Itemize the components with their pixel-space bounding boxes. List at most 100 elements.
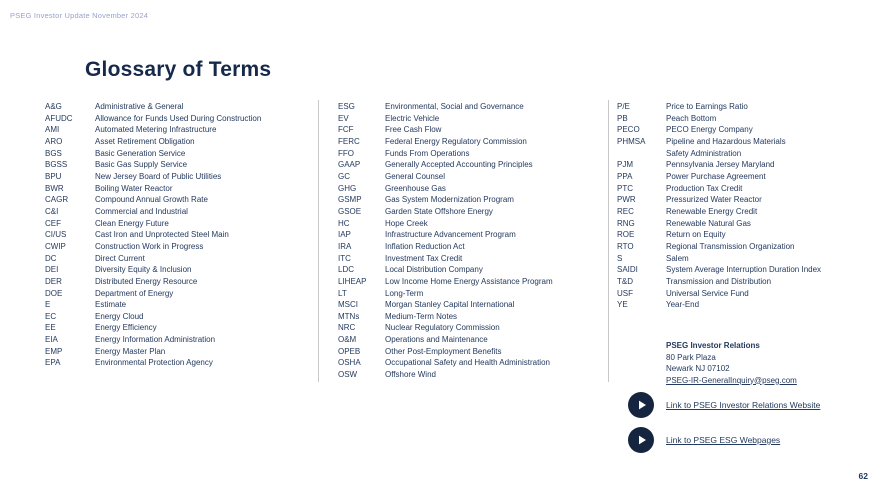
glossary-entry: DEI Diversity Equity & Inclusion	[45, 264, 315, 276]
glossary-entry: OPEB Other Post-Employment Benefits	[338, 346, 605, 358]
glossary-entry: BWR Boiling Water Reactor	[45, 183, 315, 195]
glossary-definition: Investment Tax Credit	[385, 253, 463, 263]
glossary-abbreviation: E	[45, 300, 51, 310]
contact-address-line2: Newark NJ 07102	[666, 364, 730, 373]
glossary-entry: CEF Clean Energy Future	[45, 218, 315, 230]
glossary-definition: Regional Transmission Organization	[666, 241, 795, 251]
glossary-definition: Low Income Home Energy Assistance Progra…	[385, 276, 553, 286]
glossary-entry: USF Universal Service Fund	[617, 288, 877, 300]
play-icon[interactable]	[628, 427, 654, 453]
glossary-entry: O&M Operations and Maintenance	[338, 334, 605, 346]
glossary-column-2: ESG Environmental, Social and Governance E…	[338, 101, 605, 381]
glossary-abbreviation: AFUDC	[45, 113, 73, 123]
glossary-definition: Production Tax Credit	[666, 183, 743, 193]
glossary-abbreviation: PB	[617, 113, 628, 123]
glossary-definition: Peach Bottom	[666, 113, 717, 123]
glossary-entry: A&G Administrative & General	[45, 101, 315, 113]
glossary-entry: S Salem	[617, 253, 877, 265]
glossary-definition: Federal Energy Regulatory Commission	[385, 136, 527, 146]
glossary-abbreviation: PHMSA	[617, 136, 646, 146]
glossary-entry: PB Peach Bottom	[617, 113, 877, 125]
glossary-definition: Greenhouse Gas	[385, 183, 446, 193]
glossary-definition: System Average Interruption Duration Ind…	[666, 265, 822, 275]
glossary-abbreviation: YE	[617, 300, 628, 310]
glossary-abbreviation: IRA	[338, 241, 352, 251]
glossary-abbreviation: DER	[45, 276, 62, 286]
glossary-abbreviation: ESG	[338, 102, 355, 111]
glossary-entry: NRC Nuclear Regulatory Commission	[338, 322, 605, 334]
glossary-definition: Garden State Offshore Energy	[385, 206, 493, 216]
glossary-abbreviation: GSMP	[338, 195, 362, 205]
glossary-abbreviation: EE	[45, 323, 56, 333]
slide-header-label: PSEG Investor Update November 2024	[10, 11, 149, 20]
glossary-entry: CWIP Construction Work in Progress	[45, 241, 315, 253]
glossary-entry: IRA Inflation Reduction Act	[338, 241, 605, 253]
glossary-definition: Boiling Water Reactor	[95, 183, 173, 193]
glossary-entry: LIHEAP Low Income Home Energy Assistance …	[338, 276, 605, 288]
esg-webpages-link[interactable]: Link to PSEG ESG Webpages	[666, 435, 781, 445]
glossary-entry: OSHA Occupational Safety and Health Admin…	[338, 357, 605, 369]
glossary-definition: Operations and Maintenance	[385, 335, 488, 345]
glossary-definition: Price to Earnings Ratio	[666, 102, 748, 111]
glossary-abbreviation: CAGR	[45, 195, 69, 205]
glossary-entry: FCF Free Cash Flow	[338, 124, 605, 136]
glossary-definition: General Counsel	[385, 171, 446, 181]
glossary-entry: REC Renewable Energy Credit	[617, 206, 877, 218]
investor-relations-website-link[interactable]: Link to PSEG Investor Relations Website	[666, 400, 821, 410]
glossary-entry: BGSS Basic Gas Supply Service	[45, 159, 315, 171]
contact-email-link[interactable]: PSEG-IR-GeneralInquiry@pseg.com	[666, 375, 797, 385]
glossary-entry: PHMSA Pipeline and Hazardous Materials Sa…	[617, 136, 877, 159]
glossary-abbreviation: OSHA	[338, 358, 361, 368]
glossary-entry: LT Long-Term	[338, 288, 605, 300]
glossary-abbreviation: ROE	[617, 230, 635, 240]
glossary-entry: E Estimate	[45, 299, 315, 311]
contact-address-line1: 80 Park Plaza	[666, 352, 716, 362]
glossary-definition: Power Purchase Agreement	[666, 171, 766, 181]
glossary-definition: Automated Metering Infrastructure	[95, 125, 217, 135]
glossary-definition: Compound Annual Growth Rate	[95, 195, 208, 205]
glossary-entry: EMP Energy Master Plan	[45, 346, 315, 358]
glossary-abbreviation: PWR	[617, 195, 636, 205]
play-icon[interactable]	[628, 392, 654, 418]
glossary-definition: Basic Generation Service	[95, 148, 186, 158]
glossary-abbreviation: PPA	[617, 171, 633, 181]
glossary-entry: CI/US Cast Iron and Unprotected Steel Mai…	[45, 229, 315, 241]
glossary-abbreviation: ITC	[338, 253, 351, 263]
glossary-entry: OSW Offshore Wind	[338, 369, 605, 381]
glossary-entry: ITC Investment Tax Credit	[338, 253, 605, 265]
glossary-entry: GHG Greenhouse Gas	[338, 183, 605, 195]
glossary-abbreviation: OSW	[338, 370, 358, 380]
glossary-definition: Asset Retirement Obligation	[95, 136, 195, 146]
glossary-abbreviation: BPU	[45, 171, 62, 181]
glossary-definition: Pipeline and Hazardous Materials Safety …	[666, 136, 786, 158]
glossary-abbreviation: CI/US	[45, 230, 67, 240]
glossary-abbreviation: ARO	[45, 136, 63, 146]
glossary-definition: Estimate	[95, 300, 127, 310]
glossary-abbreviation: DEI	[45, 265, 59, 275]
glossary-abbreviation: GSOE	[338, 206, 362, 216]
glossary-definition: Medium-Term Notes	[385, 311, 458, 321]
glossary-abbreviation: FERC	[338, 136, 360, 146]
glossary-abbreviation: OPEB	[338, 346, 361, 356]
glossary-abbreviation: FFO	[338, 148, 354, 158]
glossary-entry: T&D Transmission and Distribution	[617, 276, 877, 288]
glossary-entry: GC General Counsel	[338, 171, 605, 183]
glossary-definition: Pennsylvania Jersey Maryland	[666, 160, 775, 170]
glossary-abbreviation: A&G	[45, 102, 62, 111]
glossary-abbreviation: RNG	[617, 218, 635, 228]
glossary-abbreviation: REC	[617, 206, 634, 216]
glossary-entry: FFO Funds From Operations	[338, 148, 605, 160]
glossary-definition: Energy Efficiency	[95, 323, 157, 333]
page-number: 62	[858, 471, 868, 481]
glossary-entry: AMI Automated Metering Infrastructure	[45, 124, 315, 136]
glossary-abbreviation: IAP	[338, 230, 351, 240]
contact-block: PSEG Investor Relations 80 Park Plaza Ne…	[666, 340, 797, 386]
glossary-definition: Electric Vehicle	[385, 113, 440, 123]
glossary-definition: Energy Master Plan	[95, 346, 166, 356]
glossary-definition: Occupational Safety and Health Administr…	[385, 358, 550, 368]
glossary-abbreviation: PJM	[617, 160, 633, 170]
glossary-abbreviation: GAAP	[338, 160, 361, 170]
glossary-abbreviation: EMP	[45, 346, 63, 356]
glossary-abbreviation: MSCI	[338, 300, 358, 310]
glossary-entry: RTO Regional Transmission Organization	[617, 241, 877, 253]
